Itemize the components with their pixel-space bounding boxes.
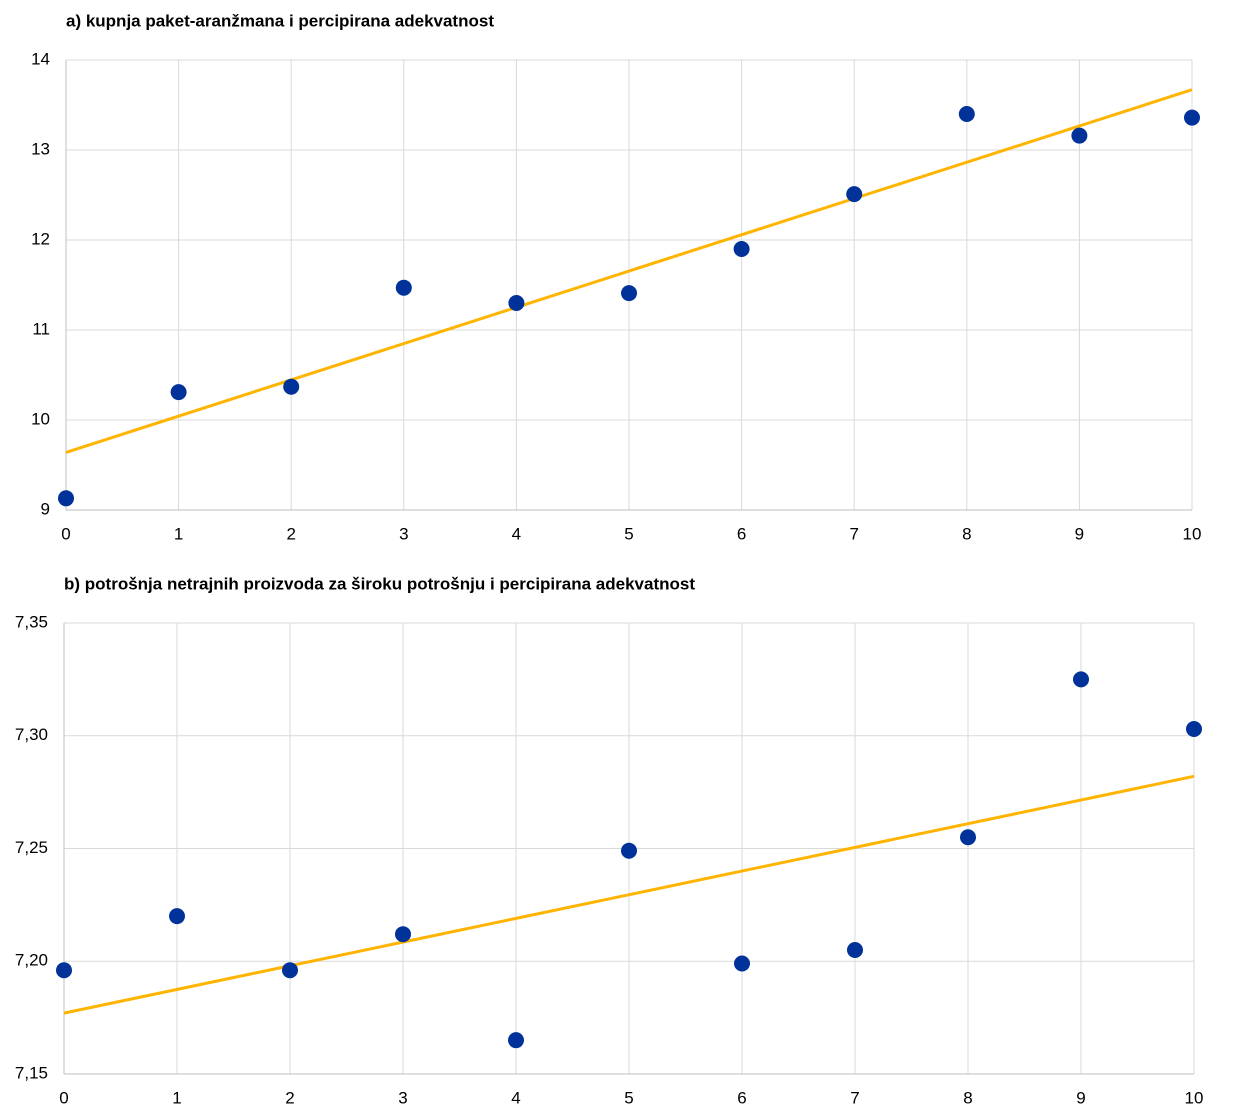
x-tick-label: 8 [962,524,971,543]
x-tick-label: 8 [963,1088,972,1107]
scatter-point [170,384,187,401]
x-tick-label: 10 [1185,1088,1204,1107]
x-tick-label: 2 [285,1088,294,1107]
y-tick-label: 7,30 [15,725,48,744]
x-tick-label: 9 [1076,1088,1085,1107]
x-tick-label: 5 [624,1088,633,1107]
y-tick-label: 10 [31,409,50,428]
y-tick-label: 9 [41,499,50,518]
x-tick-label: 0 [61,524,70,543]
scatter-point [621,842,637,859]
scatter-point [395,926,411,943]
scatter-point [734,955,750,972]
x-tick-label: 2 [286,524,295,543]
x-tick-label: 7 [849,524,858,543]
scatter-point [56,962,72,979]
y-tick-label: 14 [31,49,50,68]
scatter-point [395,279,412,296]
trend-line [63,774,1195,1015]
x-tick-label: 5 [624,524,633,543]
scatter-point [1071,127,1088,144]
scatter-point [846,186,863,203]
scatter-point [508,295,525,311]
chart-title: a) kupnja paket-aranžmana i percipirana … [66,11,494,30]
chart-title: b) potrošnja netrajnih proizvoda za širo… [64,574,695,593]
y-tick-label: 11 [32,319,50,338]
y-tick-label: 7,25 [15,838,48,857]
y-tick-label: 12 [31,229,50,248]
scatter-point [1184,109,1200,126]
scatter-point [960,829,976,846]
y-tick-label: 7,20 [15,951,48,970]
x-tick-label: 1 [172,1088,181,1107]
x-tick-label: 4 [511,1088,520,1107]
y-tick-label: 7,15 [15,1063,48,1082]
scatter-point [1186,720,1202,737]
x-tick-label: 0 [59,1088,68,1107]
x-tick-label: 7 [850,1088,859,1107]
scatter-point [283,378,300,395]
x-tick-label: 9 [1075,524,1084,543]
scatter-point [1073,671,1089,688]
scatter-point [733,241,750,257]
y-tick-label: 13 [31,139,50,158]
trend-line [65,88,1193,454]
scatter-point [958,106,975,122]
x-tick-label: 6 [737,1088,746,1107]
x-tick-label: 6 [737,524,746,543]
scatter-point [58,490,74,507]
scatter-point [847,941,863,958]
x-tick-label: 3 [399,524,408,543]
x-tick-label: 4 [512,524,521,543]
x-tick-label: 10 [1183,524,1202,543]
scatter-point [282,962,298,979]
y-tick-label: 7,35 [15,612,48,631]
scatter-point [508,1032,524,1049]
scatter-point [621,285,637,302]
x-tick-label: 1 [174,524,183,543]
scatter-point [169,908,185,925]
x-tick-label: 3 [398,1088,407,1107]
